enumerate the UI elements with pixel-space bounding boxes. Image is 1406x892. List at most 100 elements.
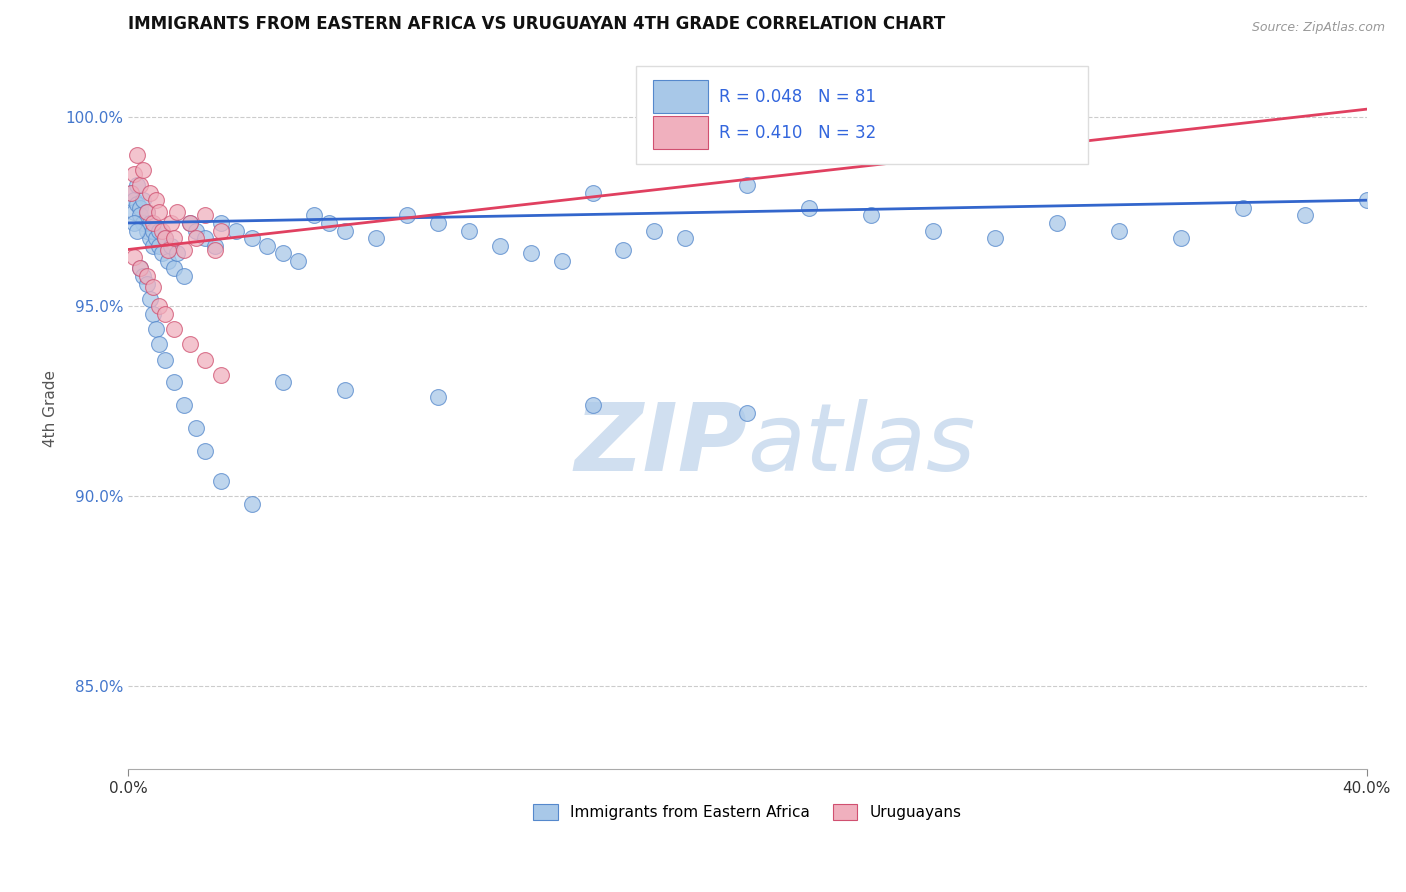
Point (984, 231, 1007, 245)
Point (148, 204, 170, 219)
Point (519, 246, 541, 260)
Point (153, 352, 176, 367)
Point (1108, 223, 1130, 237)
Point (163, 231, 186, 245)
Point (673, 231, 696, 245)
Text: atlas: atlas (748, 400, 976, 491)
Point (166, 246, 188, 260)
FancyBboxPatch shape (654, 116, 707, 149)
Point (150, 246, 173, 260)
Point (132, 216, 155, 230)
Point (1046, 216, 1069, 230)
Point (194, 352, 217, 367)
Point (157, 243, 180, 257)
Point (209, 368, 232, 382)
Point (138, 186, 160, 200)
Point (643, 223, 665, 237)
Point (138, 216, 160, 230)
Point (1232, 201, 1254, 215)
Point (737, 178, 759, 192)
Point (318, 216, 340, 230)
Point (1170, 231, 1192, 245)
Point (209, 223, 232, 237)
Point (142, 307, 165, 321)
Point (287, 253, 309, 268)
Point (138, 231, 160, 245)
Point (138, 292, 160, 306)
Point (135, 204, 157, 219)
Point (142, 223, 165, 237)
Point (122, 250, 145, 264)
Point (184, 223, 207, 237)
Point (127, 178, 149, 192)
Point (209, 216, 232, 230)
Point (122, 204, 145, 219)
Point (127, 147, 149, 161)
Point (122, 167, 145, 181)
Text: R = 0.048   N = 81: R = 0.048 N = 81 (718, 87, 876, 106)
Point (122, 193, 145, 207)
Point (163, 322, 186, 336)
Point (135, 204, 157, 219)
Legend: Immigrants from Eastern Africa, Uruguayans: Immigrants from Eastern Africa, Uruguaya… (527, 798, 967, 827)
Point (153, 307, 176, 321)
Point (145, 322, 167, 336)
Point (179, 337, 201, 351)
Point (145, 231, 167, 245)
Point (166, 204, 188, 219)
Point (1294, 208, 1316, 222)
Point (135, 223, 157, 237)
Point (204, 243, 226, 257)
Point (132, 269, 155, 284)
Point (163, 376, 186, 390)
Point (129, 201, 152, 215)
Point (129, 178, 152, 192)
Point (395, 208, 418, 222)
Point (1355, 193, 1378, 207)
Point (581, 186, 603, 200)
Point (129, 261, 152, 276)
Point (142, 280, 165, 294)
FancyBboxPatch shape (636, 67, 1088, 164)
Point (173, 269, 195, 284)
Text: R = 0.410   N = 32: R = 0.410 N = 32 (718, 124, 876, 142)
Point (426, 391, 449, 405)
Point (194, 443, 217, 458)
Point (737, 406, 759, 420)
Point (302, 208, 325, 222)
Point (148, 300, 170, 314)
Point (120, 186, 142, 200)
Point (122, 216, 145, 230)
Point (426, 216, 449, 230)
Point (194, 231, 217, 245)
Point (799, 201, 821, 215)
Point (120, 186, 142, 200)
Point (148, 223, 170, 237)
Point (150, 223, 173, 237)
Point (271, 246, 294, 260)
Point (209, 474, 232, 488)
Point (488, 238, 510, 252)
Point (860, 208, 883, 222)
Point (612, 243, 634, 257)
Point (271, 376, 294, 390)
Point (184, 231, 207, 245)
Point (132, 193, 155, 207)
Point (240, 497, 263, 511)
Point (179, 216, 201, 230)
Text: IMMIGRANTS FROM EASTERN AFRICA VS URUGUAYAN 4TH GRADE CORRELATION CHART: IMMIGRANTS FROM EASTERN AFRICA VS URUGUA… (128, 15, 945, 33)
Point (135, 277, 157, 291)
Point (173, 243, 195, 257)
Point (225, 223, 247, 237)
Point (127, 197, 149, 211)
Text: Source: ZipAtlas.com: Source: ZipAtlas.com (1251, 21, 1385, 35)
Point (160, 238, 183, 252)
Point (179, 216, 201, 230)
Point (457, 223, 479, 237)
Point (256, 238, 278, 252)
Point (142, 238, 165, 252)
Text: ZIP: ZIP (575, 399, 748, 491)
Y-axis label: 4th Grade: 4th Grade (44, 370, 58, 448)
Point (184, 421, 207, 435)
Point (160, 216, 183, 230)
